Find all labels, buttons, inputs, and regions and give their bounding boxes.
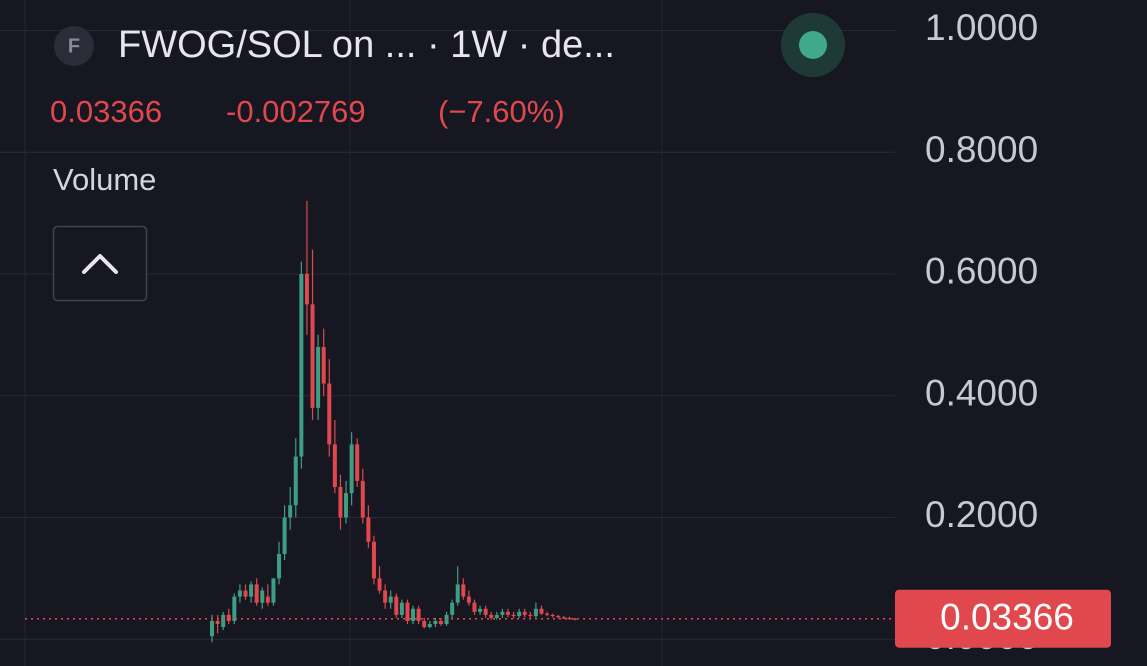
candle-body bbox=[349, 444, 354, 494]
candle-body bbox=[265, 596, 270, 603]
candle-body bbox=[243, 590, 248, 597]
candle-body bbox=[210, 620, 214, 637]
candle-body bbox=[494, 614, 499, 618]
candle-body bbox=[556, 616, 561, 618]
candle-body bbox=[489, 614, 494, 618]
symbol-icon bbox=[54, 26, 94, 66]
candle-body bbox=[371, 541, 376, 579]
candle-body bbox=[438, 620, 443, 624]
candle-body bbox=[545, 613, 550, 615]
candle-body bbox=[472, 602, 477, 612]
candle-body bbox=[360, 480, 365, 518]
candle-body bbox=[561, 617, 566, 619]
candle-body bbox=[277, 553, 282, 579]
y-tick-label: 0.2000 bbox=[925, 494, 1038, 535]
candle-body bbox=[366, 517, 371, 542]
candle-body bbox=[377, 578, 382, 591]
candle-body bbox=[388, 596, 393, 603]
candle-body bbox=[232, 596, 237, 621]
candle-body bbox=[254, 584, 259, 603]
y-tick-label: 0.8000 bbox=[925, 129, 1038, 170]
price-change-pct: (−7.60%) bbox=[438, 94, 565, 129]
candle-body bbox=[528, 614, 533, 617]
candle-body bbox=[271, 578, 276, 603]
candle-body bbox=[500, 611, 505, 615]
last-price-badge bbox=[895, 589, 1111, 648]
candle-body bbox=[260, 590, 265, 603]
candle-body bbox=[433, 620, 438, 624]
symbol-title: FWOG/SOL on ... · 1W · de... bbox=[118, 24, 615, 66]
candle-body bbox=[293, 456, 298, 506]
last-price: 0.03366 bbox=[50, 94, 162, 129]
candle-body bbox=[573, 618, 577, 620]
candle-body bbox=[533, 608, 538, 617]
candle-body bbox=[466, 596, 471, 603]
indicator-label: Volume bbox=[53, 162, 156, 197]
candle-body bbox=[483, 608, 488, 615]
candle-body bbox=[511, 614, 516, 617]
candle-body bbox=[355, 444, 360, 481]
grid bbox=[0, 29, 895, 640]
candle-body bbox=[282, 517, 287, 554]
chevron-up-icon bbox=[82, 254, 118, 274]
y-tick-label: 0.4000 bbox=[925, 372, 1038, 413]
candle-body bbox=[539, 608, 544, 614]
candle-body bbox=[327, 383, 332, 445]
candle-body bbox=[316, 347, 321, 408]
y-tick-label: 1.0000 bbox=[925, 7, 1038, 48]
candle-body bbox=[344, 493, 349, 518]
candle-body bbox=[455, 584, 460, 603]
candle-body bbox=[399, 602, 404, 615]
candle-body bbox=[450, 602, 455, 615]
price-change: -0.002769 bbox=[226, 94, 366, 129]
y-tick-label: 0.6000 bbox=[925, 251, 1038, 292]
candle-body bbox=[522, 611, 527, 615]
symbol-icon-letter: F bbox=[68, 35, 80, 57]
collapse-button[interactable] bbox=[52, 225, 148, 302]
candle-body bbox=[304, 273, 309, 305]
candle-body bbox=[422, 620, 427, 628]
candle-body bbox=[411, 608, 416, 621]
candle-body bbox=[237, 590, 242, 597]
candle-body bbox=[394, 596, 399, 615]
candle-body bbox=[567, 617, 572, 620]
candle-body bbox=[405, 602, 410, 621]
candle-body bbox=[249, 584, 254, 597]
status-dot bbox=[799, 31, 827, 59]
candle-body bbox=[461, 584, 466, 597]
candle-body bbox=[478, 608, 483, 612]
candle-body bbox=[550, 614, 555, 617]
candles bbox=[25, 200, 895, 643]
candle-body bbox=[310, 304, 315, 408]
candle-body bbox=[226, 614, 231, 621]
candle-body bbox=[321, 347, 326, 384]
candle-body bbox=[505, 611, 510, 615]
candle-body bbox=[517, 611, 522, 617]
candle-body bbox=[215, 620, 220, 624]
candle-body bbox=[221, 614, 226, 628]
candle-body bbox=[338, 487, 343, 518]
candle-body bbox=[288, 505, 293, 518]
price-axis: 0.00000.20000.40000.60000.80001.00000.03… bbox=[895, 7, 1111, 657]
candle-body bbox=[416, 608, 421, 621]
candle-body bbox=[427, 623, 432, 628]
last-price-label: 0.03366 bbox=[940, 597, 1074, 638]
candle-body bbox=[299, 273, 304, 457]
candle-body bbox=[332, 444, 337, 488]
candle-body bbox=[383, 590, 388, 603]
